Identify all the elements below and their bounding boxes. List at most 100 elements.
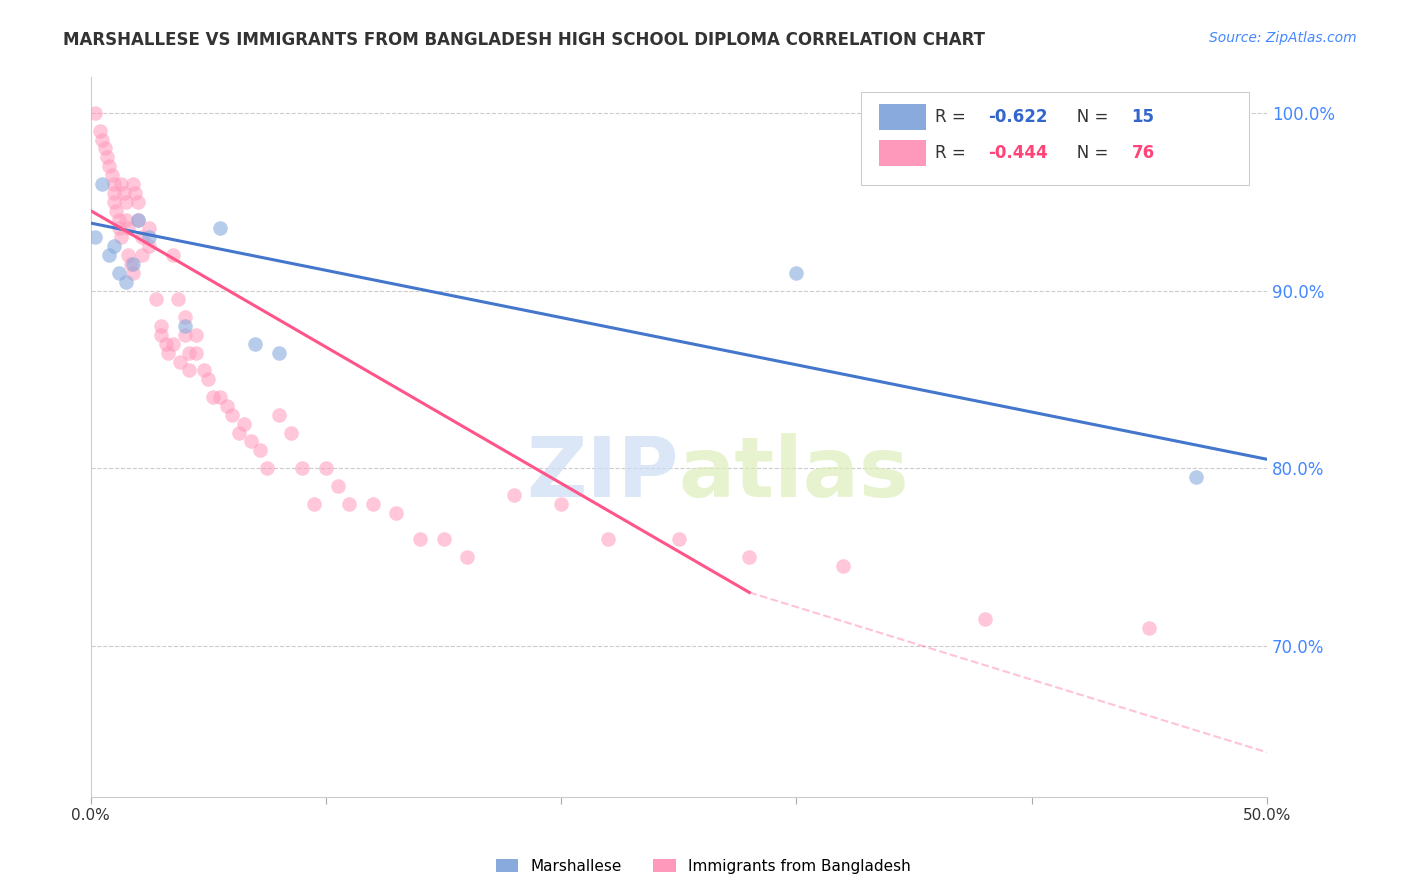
FancyBboxPatch shape [860, 92, 1250, 186]
Point [339, 497, 361, 511]
Point [110, 230, 132, 244]
Point [173, 319, 195, 334]
Point [550, 497, 572, 511]
Point [115, 275, 138, 289]
Point [96, 150, 118, 164]
Point [98, 159, 121, 173]
Point [973, 612, 995, 626]
Point [115, 194, 138, 209]
Point [138, 230, 160, 244]
Point [103, 239, 125, 253]
Point [215, 399, 238, 413]
Point [315, 461, 337, 475]
Point [186, 327, 208, 342]
Point [361, 497, 384, 511]
Point [108, 212, 131, 227]
Text: R =: R = [935, 144, 972, 162]
Text: N =: N = [1062, 144, 1114, 162]
Point [186, 345, 208, 359]
Point [166, 293, 188, 307]
Point [738, 549, 761, 564]
Point [150, 319, 173, 334]
Text: -0.444: -0.444 [988, 144, 1047, 162]
Text: atlas: atlas [679, 433, 910, 514]
Point [1185, 470, 1208, 484]
Point [103, 186, 125, 200]
Point [598, 532, 620, 546]
Point [115, 212, 138, 227]
Point [232, 417, 254, 431]
FancyBboxPatch shape [879, 140, 925, 166]
Point [122, 266, 145, 280]
Point [91, 177, 114, 191]
Point [245, 336, 267, 351]
Point [208, 221, 231, 235]
Point [162, 336, 184, 351]
Point [169, 354, 191, 368]
Point [326, 479, 349, 493]
Point [98, 248, 121, 262]
Point [131, 248, 153, 262]
Point [145, 293, 167, 307]
Point [193, 363, 215, 377]
Point [179, 345, 201, 359]
Point [249, 443, 271, 458]
Point [103, 177, 125, 191]
Point [138, 239, 160, 253]
Point [122, 257, 145, 271]
Point [120, 257, 142, 271]
Point [267, 345, 290, 359]
Point [103, 194, 125, 209]
Point [503, 488, 526, 502]
Point [108, 221, 131, 235]
Point [221, 408, 243, 422]
Point [122, 177, 145, 191]
Point [409, 532, 432, 546]
Point [291, 461, 314, 475]
Point [302, 497, 325, 511]
Point [93, 141, 115, 155]
Text: MARSHALLESE VS IMMIGRANTS FROM BANGLADESH HIGH SCHOOL DIPLOMA CORRELATION CHART: MARSHALLESE VS IMMIGRANTS FROM BANGLADES… [63, 31, 986, 49]
Point [668, 532, 690, 546]
Point [131, 230, 153, 244]
Point [150, 327, 173, 342]
Point [117, 221, 139, 235]
Point [256, 461, 278, 475]
Point [267, 408, 290, 422]
Point [84, 230, 107, 244]
Point [138, 221, 160, 235]
Point [173, 310, 195, 325]
Point [280, 425, 302, 440]
Point [108, 266, 131, 280]
Point [239, 434, 262, 449]
Point [179, 363, 201, 377]
Point [157, 345, 180, 359]
Point [101, 168, 124, 182]
Point [385, 506, 408, 520]
Point [197, 372, 219, 386]
Point [162, 248, 184, 262]
Point [208, 390, 231, 404]
Point [112, 186, 135, 200]
Point [832, 558, 855, 573]
Legend: Marshallese, Immigrants from Bangladesh: Marshallese, Immigrants from Bangladesh [489, 853, 917, 880]
Point [1137, 621, 1160, 635]
Text: -0.622: -0.622 [988, 108, 1047, 126]
Text: R =: R = [935, 108, 972, 126]
Text: N =: N = [1062, 108, 1114, 126]
Point [785, 266, 807, 280]
Text: ZIP: ZIP [526, 433, 679, 514]
Point [228, 425, 250, 440]
Point [456, 549, 478, 564]
FancyBboxPatch shape [879, 104, 925, 130]
Point [127, 194, 149, 209]
Point [201, 390, 224, 404]
Point [89, 124, 111, 138]
Point [155, 336, 177, 351]
Point [127, 212, 149, 227]
Point [84, 106, 107, 120]
Point [127, 212, 149, 227]
Point [105, 203, 128, 218]
Point [91, 132, 114, 146]
Text: 76: 76 [1132, 144, 1154, 162]
